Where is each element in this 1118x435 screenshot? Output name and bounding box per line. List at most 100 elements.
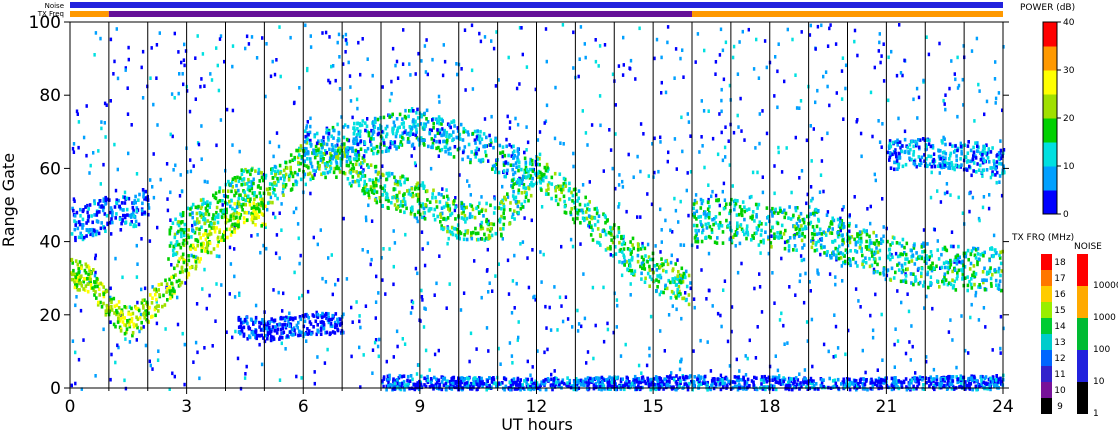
noise-speckle [939, 200, 943, 204]
echo-cell-band-3 [815, 224, 819, 229]
noise-speckle [421, 298, 424, 302]
echo-cell-band-0 [143, 316, 146, 320]
echo-cell-band-1 [508, 222, 511, 226]
echo-cell-band-6 [134, 224, 138, 228]
echo-cell-band-5 [331, 324, 334, 328]
echo-cell-band-1 [291, 174, 295, 179]
noise-speckle [438, 100, 441, 104]
echo-cell-band-0 [113, 311, 116, 315]
noise-speckle [518, 26, 522, 30]
echo-cell-band-2 [372, 137, 375, 141]
echo-cell-band-3 [920, 274, 923, 279]
echo-cell-band-4 [898, 156, 902, 160]
echo-cell-band-1 [335, 151, 338, 155]
echo-cell-band-2 [330, 134, 333, 139]
echo-cell-band-4 [893, 167, 896, 172]
echo-cell-band-1 [488, 235, 492, 240]
noise-speckle [148, 239, 152, 243]
echo-cell-band-1 [393, 203, 397, 207]
noise-speckle [914, 371, 917, 375]
echo-cell-band-3 [755, 231, 758, 235]
echo-cell-band-3 [947, 261, 950, 265]
echo-cell-band-3 [740, 213, 744, 218]
echo-cell-band-0 [206, 241, 209, 245]
noise-speckle [819, 237, 822, 242]
echo-cell-band-2 [443, 139, 447, 144]
noise-speckle [192, 360, 195, 364]
noise-speckle [229, 262, 233, 266]
noise-speckle [423, 306, 426, 311]
noise-speckle [617, 205, 620, 209]
noise-speckle [360, 165, 363, 169]
noise-speckle [256, 233, 259, 237]
noise-speckle [700, 135, 703, 139]
noise-speckle [194, 255, 198, 259]
echo-cell-band-0 [194, 266, 198, 271]
noise-speckle [638, 26, 641, 31]
echo-cell-band-2 [355, 133, 359, 137]
echo-cell-band-0 [118, 325, 122, 330]
noise-speckle [959, 141, 962, 146]
noise-speckle [340, 115, 343, 119]
echo-cell-band-1 [636, 259, 640, 264]
noise-speckle [904, 272, 907, 276]
echo-cell-band-0 [77, 270, 80, 275]
noise-speckle [273, 72, 277, 77]
echo-cell-band-4 [907, 151, 911, 155]
noise-speckle [376, 344, 380, 349]
echo-cell-band-2 [346, 155, 349, 159]
echo-cell-band-0 [188, 266, 192, 270]
echo-cell-band-3 [906, 267, 909, 271]
echo-cell-band-2 [458, 132, 462, 137]
echo-cell-band-1 [492, 222, 496, 227]
echo-cell-band-0 [250, 212, 253, 216]
echo-cell-band-2 [461, 157, 464, 162]
noise-speckle [707, 197, 710, 202]
echo-cell-band-3 [704, 235, 708, 240]
noise-speckle [328, 80, 332, 85]
noise-speckle [586, 350, 590, 354]
echo-cell-band-2 [336, 139, 340, 143]
echo-cell-band-1 [310, 164, 314, 169]
echo-cell-band-0 [237, 222, 240, 226]
echo-cell-band-0 [137, 308, 141, 313]
echo-cell-band-3 [868, 238, 872, 243]
echo-cell-band-0 [181, 252, 185, 257]
noise-speckle [507, 292, 511, 296]
echo-cell-band-2 [437, 119, 441, 123]
noise-speckle [221, 203, 224, 207]
noise-speckle [694, 60, 697, 64]
echo-cell-band-5 [337, 320, 340, 325]
echo-cell-band-1 [204, 212, 208, 216]
echo-cell-band-3 [974, 272, 978, 276]
echo-cell-band-3 [943, 275, 946, 279]
echo-cell-band-2 [474, 155, 477, 159]
echo-cell-band-1 [359, 171, 362, 175]
echo-cell-band-0 [115, 312, 118, 317]
noise-speckle [71, 339, 75, 343]
echo-cell-band-1 [270, 167, 273, 172]
echo-cell-band-1 [431, 196, 434, 200]
echo-cell-band-1 [177, 229, 180, 234]
echo-cell-band-3 [718, 211, 721, 216]
echo-cell-band-3 [797, 214, 801, 219]
echo-cell-band-1 [282, 193, 285, 197]
echo-cell-band-1 [462, 217, 466, 221]
echo-cell-band-4 [972, 169, 975, 173]
noise-speckle [957, 195, 960, 200]
echo-cell-band-3 [716, 236, 719, 240]
noise-speckle [192, 164, 195, 168]
echo-cell-band-3 [838, 244, 841, 249]
noise-speckle [495, 30, 498, 34]
echo-cell-band-0 [181, 255, 184, 260]
echo-cell-band-2 [304, 151, 308, 156]
noise-speckle [429, 166, 433, 171]
echo-cell-band-5 [300, 330, 303, 335]
echo-cell-band-3 [789, 217, 793, 221]
echo-cell-band-1 [386, 205, 390, 210]
noise-speckle [842, 205, 845, 209]
echo-cell-band-2 [320, 150, 323, 155]
noise-speckle [667, 150, 670, 155]
echo-cell-band-4 [918, 163, 922, 167]
echo-cell-band-2 [531, 169, 535, 173]
